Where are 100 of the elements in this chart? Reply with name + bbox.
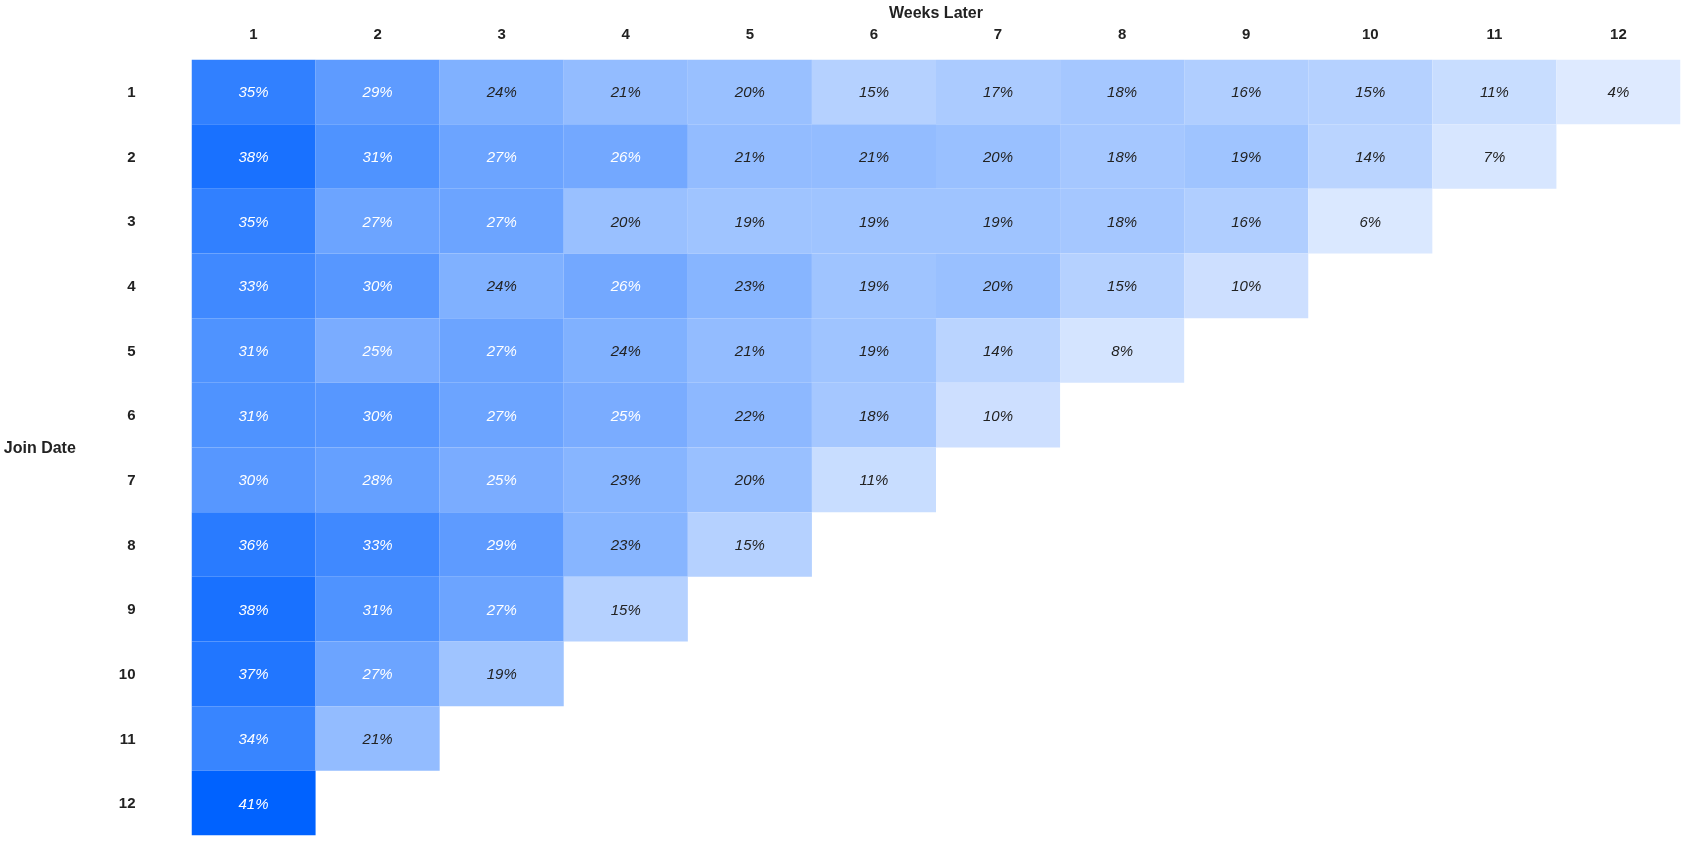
data-label: 35% [238, 83, 269, 101]
data-label: 6% [1359, 212, 1382, 230]
data-label: 27% [485, 342, 517, 359]
data-label: 20% [733, 471, 765, 489]
data-label: 37% [238, 665, 269, 683]
data-label: 14% [983, 342, 1014, 359]
data-label: 23% [733, 277, 765, 295]
x-tick-label: 11 [1486, 24, 1503, 42]
data-label: 30% [362, 406, 393, 424]
y-tick-label: 5 [127, 341, 136, 359]
data-label: 31% [238, 342, 269, 359]
y-tick-label: 7 [127, 470, 136, 488]
x-tick-label: 12 [1610, 24, 1627, 42]
data-label: 38% [238, 600, 269, 618]
data-label: 11% [859, 471, 889, 489]
data-label: 20% [982, 148, 1014, 165]
data-label: 31% [362, 148, 393, 165]
x-tick-label: 5 [745, 24, 755, 42]
data-label: 35% [238, 212, 269, 230]
data-label: 15% [610, 600, 641, 618]
data-label: 19% [858, 342, 889, 359]
data-label: 27% [361, 665, 393, 683]
data-label: 25% [485, 471, 517, 489]
data-label: 19% [858, 212, 889, 230]
y-tick-label: 6 [127, 406, 136, 424]
data-label: 21% [361, 730, 393, 747]
data-label: 19% [734, 212, 765, 230]
data-label: 25% [609, 406, 641, 424]
data-label: 14% [1355, 148, 1386, 165]
y-tick-label: 4 [127, 276, 137, 294]
y-tick-label: 12 [118, 794, 136, 812]
data-label: 24% [609, 342, 641, 359]
data-label: 29% [361, 83, 393, 101]
data-label: 18% [858, 406, 889, 424]
data-label: 18% [1107, 212, 1138, 230]
x-tick-label: 7 [993, 24, 1003, 42]
data-label: 23% [609, 471, 641, 489]
data-label: 10% [983, 406, 1014, 424]
y-tick-label: 10 [118, 664, 136, 682]
data-label: 15% [858, 83, 889, 101]
data-label: 41% [238, 794, 269, 812]
y-tick-label: 3 [127, 212, 136, 230]
data-label: 16% [1231, 212, 1262, 230]
data-label: 33% [362, 536, 393, 553]
x-tick-label: 3 [497, 24, 506, 42]
data-label: 26% [609, 277, 641, 295]
data-label: 33% [238, 277, 269, 295]
data-label: 30% [238, 471, 269, 489]
y-axis-title: Join Date [3, 439, 76, 456]
data-label: 23% [609, 536, 641, 553]
data-label: 31% [238, 406, 269, 424]
data-label: 10% [1231, 277, 1262, 295]
x-tick-label: 1 [249, 24, 258, 42]
data-label: 38% [238, 148, 269, 165]
x-tick-label: 9 [1242, 24, 1251, 42]
data-label: 4% [1607, 83, 1630, 101]
data-label: 15% [1355, 83, 1386, 101]
data-label: 24% [485, 83, 517, 101]
data-label: 17% [983, 83, 1014, 101]
x-tick-label: 4 [621, 24, 631, 42]
y-tick-label: 2 [127, 147, 136, 165]
data-label: 22% [733, 406, 765, 424]
data-label: 19% [858, 277, 889, 295]
data-label: 27% [361, 212, 393, 230]
data-label: 21% [609, 83, 641, 101]
data-label: 15% [1107, 277, 1138, 295]
data-label: 19% [486, 665, 517, 683]
x-axis-title: Weeks Later [889, 3, 983, 21]
data-label: 21% [733, 342, 765, 359]
y-tick-label: 11 [119, 729, 136, 747]
data-label: 19% [1231, 148, 1262, 165]
data-label: 29% [485, 536, 517, 553]
x-tick-label: 6 [869, 24, 879, 42]
data-label: 16% [1231, 83, 1262, 101]
data-label: 27% [485, 148, 517, 165]
data-label: 18% [1107, 83, 1138, 101]
data-label: 11% [1479, 83, 1509, 101]
data-label: 31% [362, 600, 393, 618]
data-label: 21% [857, 148, 889, 165]
data-label: 15% [734, 536, 765, 553]
data-label: 8% [1111, 342, 1133, 359]
x-tick-label: 8 [1117, 24, 1127, 42]
data-label: 27% [485, 212, 517, 230]
data-label: 24% [485, 277, 517, 295]
data-label: 20% [609, 212, 641, 230]
data-label: 7% [1483, 148, 1506, 165]
y-tick-label: 1 [127, 82, 136, 100]
data-label: 27% [485, 406, 517, 424]
data-label: 25% [361, 342, 393, 359]
data-label: 30% [362, 277, 393, 295]
y-tick-label: 8 [127, 535, 136, 553]
data-label: 18% [1107, 148, 1138, 165]
data-label: 26% [609, 148, 641, 165]
data-label: 20% [733, 83, 765, 101]
data-label: 19% [983, 212, 1014, 230]
y-tick-label: 9 [127, 600, 136, 618]
x-tick-label: 10 [1361, 24, 1379, 42]
data-label: 36% [238, 536, 269, 553]
data-label: 21% [733, 148, 765, 165]
data-label: 27% [485, 600, 517, 618]
